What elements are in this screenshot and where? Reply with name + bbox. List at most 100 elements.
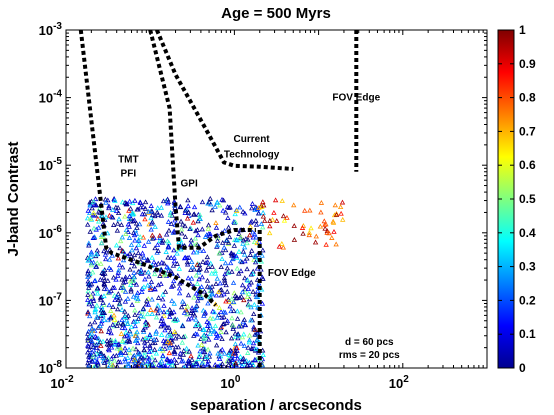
scatter-point — [134, 329, 140, 335]
scatter-point — [232, 293, 239, 298]
scatter-point — [142, 216, 148, 222]
scatter-point — [106, 342, 112, 348]
scatter-point — [182, 210, 188, 215]
scatter-point — [126, 350, 133, 356]
scatter-point — [132, 307, 138, 313]
scatter-point — [186, 360, 192, 366]
scatter-point — [180, 323, 186, 329]
scatter-point — [188, 315, 195, 321]
scatter-point — [239, 334, 246, 340]
scatter-point — [145, 208, 152, 214]
scatter-point — [221, 244, 227, 250]
scatter-point — [149, 254, 155, 260]
scatter-point — [85, 297, 91, 302]
scatter-point — [220, 239, 226, 245]
scatter-point — [193, 321, 199, 327]
scatter-point — [148, 208, 154, 214]
scatter-point — [255, 210, 262, 216]
scatter-point — [118, 222, 125, 227]
scatter-point — [87, 199, 93, 205]
scatter-point — [181, 301, 187, 306]
scatter-point — [102, 251, 109, 257]
scatter-point — [146, 355, 152, 361]
scatter-point — [128, 242, 135, 247]
scatter-point — [210, 315, 216, 321]
scatter-point — [91, 225, 97, 231]
scatter-point — [149, 219, 156, 225]
scatter-point — [340, 216, 346, 222]
scatter-point — [100, 338, 106, 344]
scatter-point — [103, 214, 109, 220]
scatter-point — [90, 235, 96, 240]
scatter-point — [85, 221, 91, 227]
scatter-point — [247, 252, 254, 257]
scatter-point — [253, 346, 259, 352]
scatter-point — [99, 309, 106, 315]
scatter-point — [225, 296, 232, 302]
scatter-point — [122, 213, 128, 219]
scatter-point — [164, 324, 170, 330]
scatter-point — [96, 218, 102, 224]
scatter-point — [86, 299, 92, 305]
scatter-point — [216, 305, 223, 310]
scatter-point — [180, 334, 187, 340]
scatter-point — [150, 235, 156, 241]
scatter-point — [130, 218, 136, 224]
scatter-point — [109, 362, 115, 368]
scatter-point — [333, 212, 340, 217]
scatter-point — [194, 227, 201, 232]
scatter-point — [132, 323, 138, 329]
scatter-point — [228, 335, 235, 341]
scatter-point — [190, 364, 195, 368]
scatter-point — [226, 358, 232, 364]
scatter-point — [227, 347, 234, 353]
scatter-point — [223, 329, 229, 335]
scatter-point — [126, 213, 133, 219]
scatter-point — [122, 314, 128, 319]
scatter-point — [284, 214, 290, 220]
scatter-point — [112, 341, 118, 347]
scatter-point — [171, 278, 177, 284]
scatter-point — [130, 345, 136, 351]
scatter-point — [92, 342, 98, 348]
scatter-point — [195, 342, 201, 348]
scatter-point — [149, 212, 156, 217]
scatter-point — [151, 346, 158, 352]
scatter-point — [85, 360, 91, 366]
scatter-point — [205, 327, 212, 333]
scatter-point — [179, 230, 185, 236]
scatter-point — [113, 242, 120, 248]
scatter-point — [221, 309, 227, 315]
scatter-point — [212, 323, 219, 329]
scatter-point — [134, 292, 140, 298]
scatter-point — [217, 287, 224, 293]
scatter-point — [199, 274, 205, 280]
scatter-point — [116, 267, 122, 273]
scatter-point — [185, 316, 192, 322]
scatter-point — [236, 323, 242, 329]
scatter-point — [234, 355, 241, 361]
scatter-point — [122, 358, 129, 364]
scatter-point — [205, 264, 211, 269]
scatter-point — [113, 319, 119, 325]
scatter-point — [88, 260, 95, 266]
scatter-point — [188, 310, 194, 315]
scatter-point — [206, 353, 213, 359]
scatter-point — [87, 215, 94, 221]
scatter-point — [213, 330, 220, 336]
scatter-point — [266, 230, 273, 236]
scatter-point — [96, 340, 102, 346]
scatter-point — [238, 234, 244, 240]
scatter-point — [338, 210, 344, 216]
scatter-point — [130, 211, 136, 217]
scatter-point — [195, 232, 201, 238]
scatter-point — [162, 288, 169, 294]
scatter-point — [248, 279, 254, 285]
scatter-point — [159, 315, 165, 321]
scatter-point — [93, 263, 100, 269]
scatter-point — [93, 342, 100, 347]
scatter-point — [215, 364, 220, 368]
scatter-point — [214, 333, 221, 339]
scatter-point — [213, 342, 220, 348]
scatter-point — [85, 270, 91, 276]
